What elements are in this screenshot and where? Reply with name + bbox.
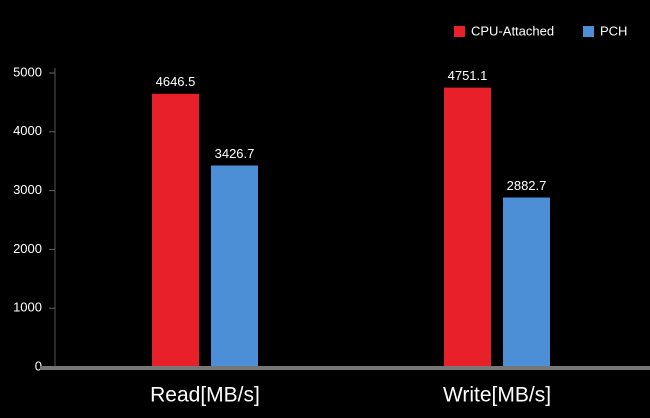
y-tick-label: 2000 [13,241,42,256]
value-label: 3426.7 [215,146,255,161]
value-label: 4646.5 [156,74,196,89]
y-tick-label: 4000 [13,123,42,138]
legend-swatch [583,26,594,37]
y-tick-label: 1000 [13,300,42,315]
x-tick-label: Write[MB/s] [443,384,551,407]
value-label: 4751.1 [448,68,488,83]
y-tick-label: 5000 [13,64,42,79]
x-tick-label: Read[MB/s] [150,384,260,407]
legend-label: CPU-Attached [471,23,554,38]
bar [444,87,491,368]
y-tick-label: 0 [35,358,42,373]
y-tick-label: 3000 [13,182,42,197]
legend-label: PCH [600,23,627,38]
bar [152,93,199,367]
bar [503,197,550,367]
bar [211,165,258,367]
value-label: 2882.7 [507,178,547,193]
legend-swatch [454,26,465,37]
